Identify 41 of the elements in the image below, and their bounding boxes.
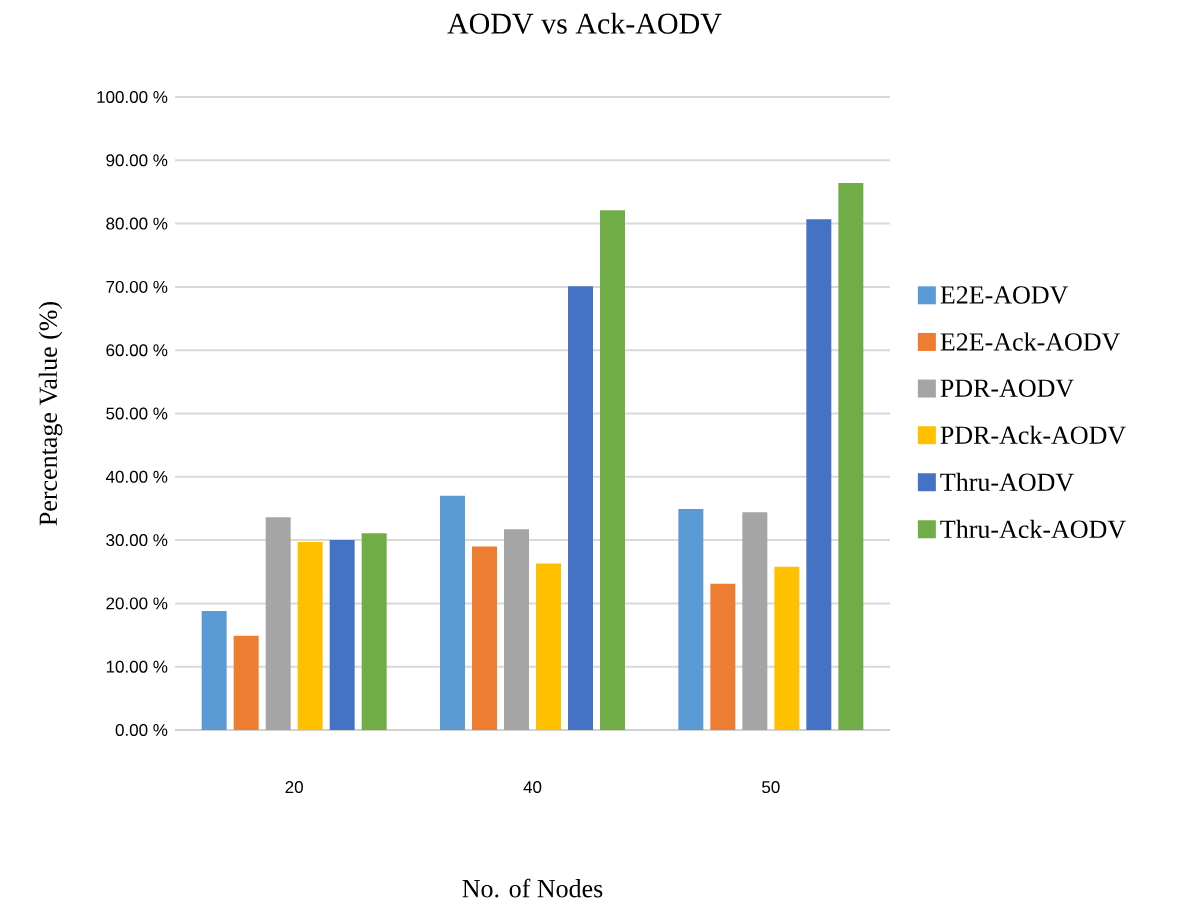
x-axis-title: No. of Nodes <box>462 878 603 898</box>
y-tick-label: 70.00 % <box>106 280 168 293</box>
y-tick-label: 50.00 % <box>106 407 168 420</box>
bar <box>678 509 704 730</box>
y-axis-title: Percentage Value (%) <box>38 301 63 526</box>
bar <box>440 495 465 730</box>
legend-label: Thru-AODV <box>940 472 1074 492</box>
bar <box>536 563 561 730</box>
legend-label: Thru-Ack-AODV <box>940 519 1126 539</box>
bar <box>742 512 768 730</box>
y-tick-label: 40.00 % <box>105 470 168 483</box>
legend-label: E2E-AODV <box>940 286 1069 304</box>
chart-title: AODV vs Ack-AODV <box>447 12 722 34</box>
y-tick-label: 30.00 % <box>106 534 168 547</box>
x-tick-label: 50 <box>762 781 780 794</box>
y-tick-label: 80.00 % <box>106 217 168 230</box>
bar <box>774 566 800 730</box>
bar <box>361 533 387 730</box>
y-tick-label: 20.00 % <box>106 597 168 610</box>
bar <box>838 183 864 730</box>
y-tick-label: 100.00 % <box>97 90 168 103</box>
y-tick-label: 0.00 % <box>115 723 168 736</box>
bar <box>265 517 291 730</box>
y-tick-label: 90.00 % <box>106 154 168 167</box>
legend-label: PDR-Ack-AODV <box>940 425 1126 445</box>
bar <box>201 610 227 730</box>
legend-label: PDR-AODV <box>940 379 1074 397</box>
bar <box>504 529 530 730</box>
bar <box>297 541 323 730</box>
bar <box>600 210 626 730</box>
bar <box>806 219 832 730</box>
x-tick-label: 40 <box>523 781 542 794</box>
bar <box>472 546 498 730</box>
y-tick-label: 10.00 % <box>106 660 168 673</box>
bar <box>710 583 736 730</box>
y-tick-label: 60.00 % <box>106 344 168 357</box>
legend-label: E2E-Ack-AODV <box>940 332 1121 351</box>
x-tick-label: 20 <box>285 781 303 794</box>
bar <box>568 286 594 730</box>
bar <box>233 635 259 730</box>
bar <box>329 540 355 730</box>
